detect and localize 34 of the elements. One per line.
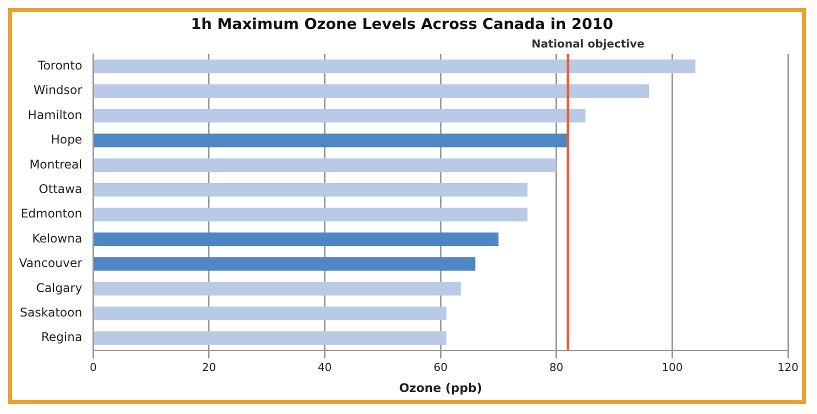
x-tick-label: 0	[90, 360, 97, 374]
ref-line-label: National objective	[532, 37, 644, 50]
x-tick-label: 20	[202, 360, 216, 374]
x-tick-label: 100	[662, 360, 683, 374]
bar	[94, 60, 696, 74]
bar	[94, 208, 528, 222]
y-tick-label: Ottawa	[38, 182, 82, 196]
bar	[94, 134, 568, 148]
y-tick-label: Saskatoon	[20, 305, 82, 320]
y-tick-label: Regina	[41, 330, 82, 344]
y-tick-label: Windsor	[34, 83, 82, 98]
bar	[94, 331, 446, 345]
x-tick-label: 40	[318, 360, 332, 374]
y-tick-label: Hamilton	[28, 108, 82, 122]
bar	[94, 306, 446, 320]
y-tick-label: Vancouver	[18, 256, 82, 270]
bar	[94, 282, 461, 296]
x-tick-label: 60	[434, 360, 448, 374]
x-tick-label: 80	[549, 360, 564, 374]
y-tick-label: Hope	[50, 132, 82, 147]
y-tick-label: Toronto	[36, 58, 82, 72]
bar	[94, 158, 556, 172]
y-tick-label: Calgary	[36, 280, 82, 295]
bar	[94, 257, 476, 271]
y-tick-label: Kelowna	[32, 231, 82, 246]
x-tick-label: 120	[778, 360, 798, 374]
bar	[94, 84, 650, 98]
chart-title: 1h Maximum Ozone Levels Across Canada in 2010	[190, 14, 614, 33]
bar	[94, 183, 528, 197]
bar	[94, 232, 498, 246]
y-tick-label: Montreal	[29, 157, 82, 172]
y-tick-label: Edmonton	[20, 206, 82, 221]
x-axis-title: Ozone (ppb)	[399, 380, 482, 395]
bar	[94, 108, 586, 123]
